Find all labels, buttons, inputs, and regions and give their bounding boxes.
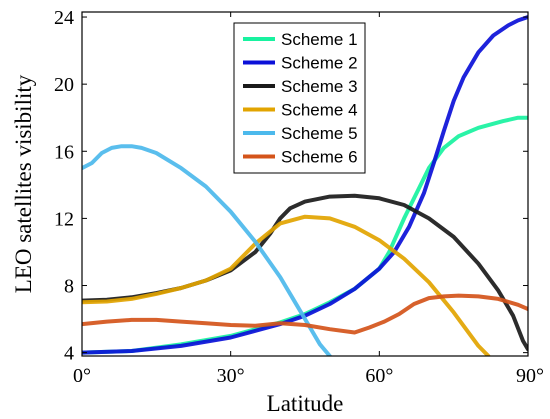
x-tick-labels: 0° 30° 60° 90° xyxy=(73,365,544,387)
y-tick-labels: 4 8 12 16 20 24 xyxy=(54,7,74,365)
series-lines xyxy=(82,15,528,356)
y-tick-label: 4 xyxy=(64,343,74,365)
legend-label-scheme-2: Scheme 2 xyxy=(281,54,358,73)
legend-items: Scheme 1 Scheme 2 Scheme 3 Scheme 4 Scheme 5… xyxy=(243,30,358,167)
y-tick-label: 20 xyxy=(54,74,74,96)
legend-box xyxy=(233,22,366,174)
series-line-scheme-5 xyxy=(82,144,332,356)
y-tick-label: 8 xyxy=(64,276,74,298)
series-line-scheme-4 xyxy=(82,214,491,356)
series-line-scheme-2 xyxy=(82,15,528,355)
series-line-scheme-6 xyxy=(82,293,528,335)
legend: Scheme 1 Scheme 2 Scheme 3 Scheme 4 Scheme 5… xyxy=(233,22,366,174)
x-axis-label: Latitude xyxy=(267,391,344,416)
y-tick-label: 12 xyxy=(54,208,74,230)
legend-label-scheme-1: Scheme 1 xyxy=(281,30,358,49)
x-tick-label: 90° xyxy=(516,365,544,387)
legend-label-scheme-3: Scheme 3 xyxy=(281,77,358,96)
x-tick-label: 0° xyxy=(73,365,91,387)
plot-frame xyxy=(81,11,529,357)
y-tick-label: 24 xyxy=(54,7,74,29)
x-tick-label: 30° xyxy=(217,365,245,387)
x-tick-label: 60° xyxy=(365,365,393,387)
y-axis-label: LEO satellites visibility xyxy=(11,74,36,293)
legend-label-scheme-5: Scheme 5 xyxy=(281,124,358,143)
legend-label-scheme-4: Scheme 4 xyxy=(281,101,358,120)
y-tick-label: 16 xyxy=(54,141,74,163)
legend-label-scheme-6: Scheme 6 xyxy=(281,148,358,167)
axis-ticks xyxy=(81,12,529,356)
